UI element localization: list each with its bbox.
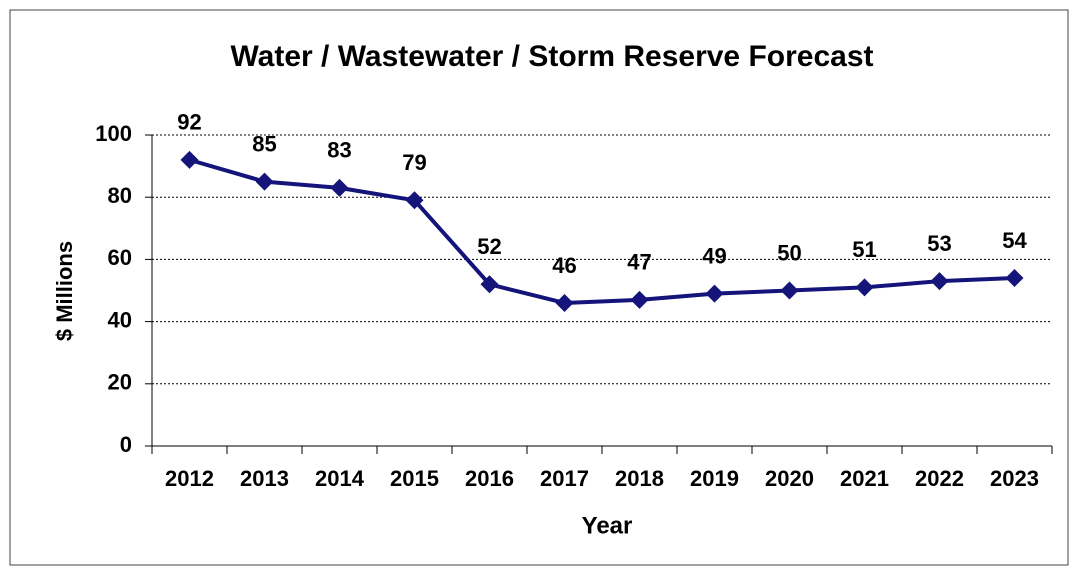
data-label: 50: [777, 240, 801, 265]
x-tick-label: 2019: [690, 466, 739, 491]
y-tick-label: 0: [120, 432, 132, 457]
y-tick-label: 20: [108, 370, 132, 395]
data-label: 53: [927, 231, 951, 256]
marker: [330, 178, 349, 197]
x-axis-label: Year: [582, 512, 633, 539]
data-label: 79: [402, 150, 426, 175]
data-label: 85: [252, 131, 276, 156]
y-tick-label: 60: [108, 245, 132, 270]
x-tick-label: 2021: [840, 466, 889, 491]
marker: [930, 272, 949, 291]
marker: [855, 278, 874, 297]
data-label: 49: [702, 243, 726, 268]
x-tick-label: 2018: [615, 466, 664, 491]
chart-title: Water / Wastewater / Storm Reserve Forec…: [230, 40, 873, 73]
data-label: 51: [852, 237, 876, 262]
marker: [1005, 269, 1024, 288]
x-tick-label: 2023: [990, 466, 1039, 491]
x-tick-label: 2015: [390, 466, 439, 491]
y-tick-label: 100: [95, 121, 132, 146]
y-axis-label: $ Millions: [52, 241, 77, 341]
data-label: 46: [552, 253, 576, 278]
x-tick-label: 2017: [540, 466, 589, 491]
x-tick-label: 2016: [465, 466, 514, 491]
y-tick-label: 80: [108, 183, 132, 208]
marker: [555, 293, 574, 312]
x-tick-label: 2022: [915, 466, 964, 491]
marker: [630, 290, 649, 309]
marker: [480, 275, 499, 294]
data-label: 83: [327, 138, 351, 163]
x-tick-label: 2013: [240, 466, 289, 491]
line: [188, 157, 1015, 305]
marker: [780, 281, 799, 300]
data-label: 54: [1002, 228, 1027, 253]
marker: [405, 191, 424, 210]
y-tick-label: 40: [108, 307, 132, 332]
marker: [705, 284, 724, 303]
marker: [255, 172, 274, 191]
data-label: 92: [177, 110, 201, 135]
x-tick-label: 2020: [765, 466, 814, 491]
x-tick-label: 2014: [315, 466, 365, 491]
x-tick-label: 2012: [165, 466, 214, 491]
data-label: 47: [627, 250, 651, 275]
chart-border: [9, 9, 1069, 566]
marker: [180, 150, 199, 169]
data-label: 52: [477, 234, 501, 259]
